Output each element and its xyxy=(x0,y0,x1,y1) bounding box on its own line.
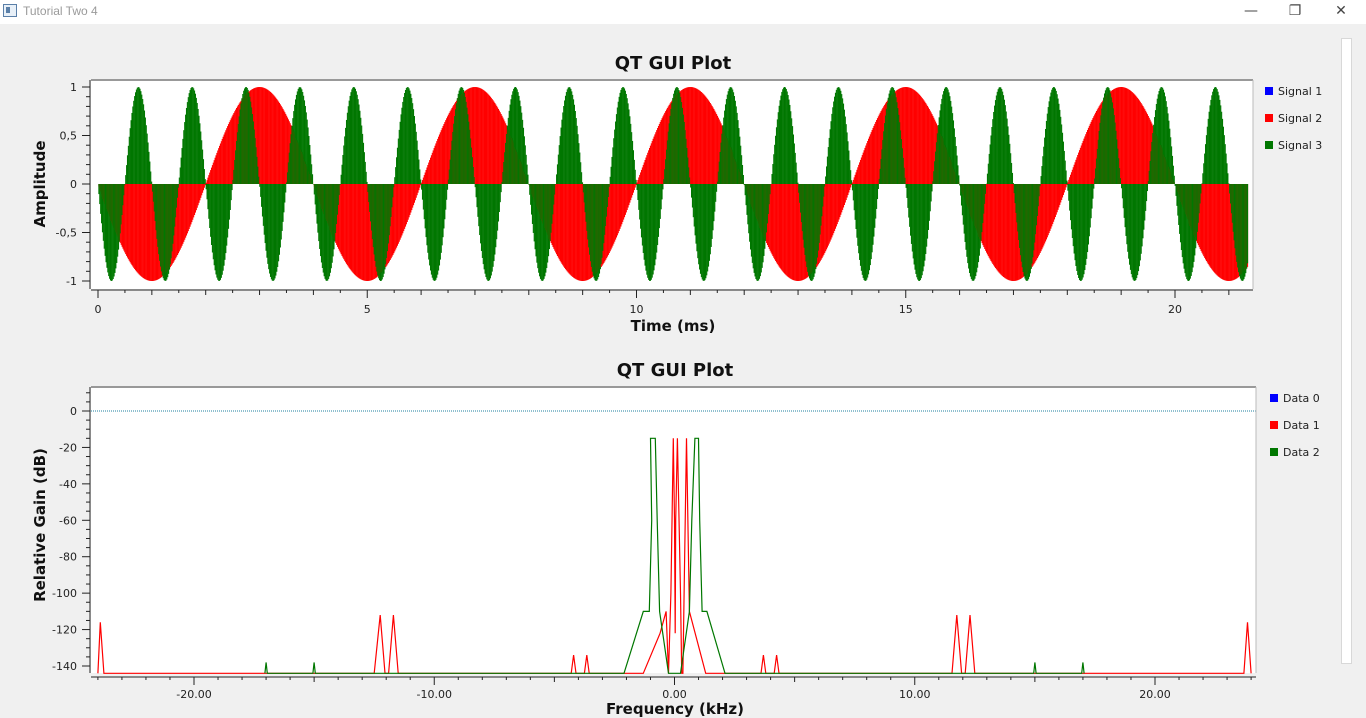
time-plot-title: QT GUI Plot xyxy=(614,53,732,74)
time-plot-y-label: Amplitude xyxy=(31,140,49,227)
time-plot-y-tick-label: 1 xyxy=(70,81,77,94)
time-plot-x-tick-label: 0 xyxy=(95,303,102,316)
time-plot-y-tick-label: -0,5 xyxy=(56,227,77,240)
time-plot-x-tick-label: 5 xyxy=(364,303,371,316)
time-plot-axes: 1 0,5 0 -0,5 -1 0 5 10 15 20 xyxy=(56,79,1254,316)
legend-label-signal-2: Signal 2 xyxy=(1278,112,1322,125)
legend-label-signal-1: Signal 1 xyxy=(1278,85,1322,98)
legend-label-signal-3: Signal 3 xyxy=(1278,139,1322,152)
time-plot-y-tick-label: 0,5 xyxy=(60,130,78,143)
time-plot-x-tick-label: 10 xyxy=(630,303,644,316)
legend-swatch-signal-3 xyxy=(1265,141,1273,149)
time-plot-x-tick-label: 20 xyxy=(1168,303,1182,316)
vertical-scrollbar[interactable] xyxy=(1341,38,1352,664)
window-titlebar: Tutorial Two 4 — ❐ ✕ xyxy=(0,0,1366,24)
app-icon xyxy=(3,4,17,17)
time-plot-legend: Signal 1 Signal 2 Signal 3 xyxy=(1265,85,1322,152)
legend-swatch-signal-2 xyxy=(1265,114,1273,122)
time-plot-stems xyxy=(91,80,1253,289)
time-plot-y-tick-label: 0 xyxy=(70,178,77,191)
time-plot-x-label: Time (ms) xyxy=(631,317,716,335)
minimize-button[interactable]: — xyxy=(1244,3,1258,19)
freq-plot-title: QT GUI Plot xyxy=(616,360,734,381)
time-plot-y-tick-label: -1 xyxy=(66,275,77,288)
time-plot-x-tick-label: 15 xyxy=(899,303,913,316)
window-title: Tutorial Two 4 xyxy=(23,4,98,18)
close-button[interactable]: ✕ xyxy=(1335,3,1347,19)
legend-swatch-signal-1 xyxy=(1265,87,1273,95)
restore-button[interactable]: ❐ xyxy=(1288,3,1302,19)
